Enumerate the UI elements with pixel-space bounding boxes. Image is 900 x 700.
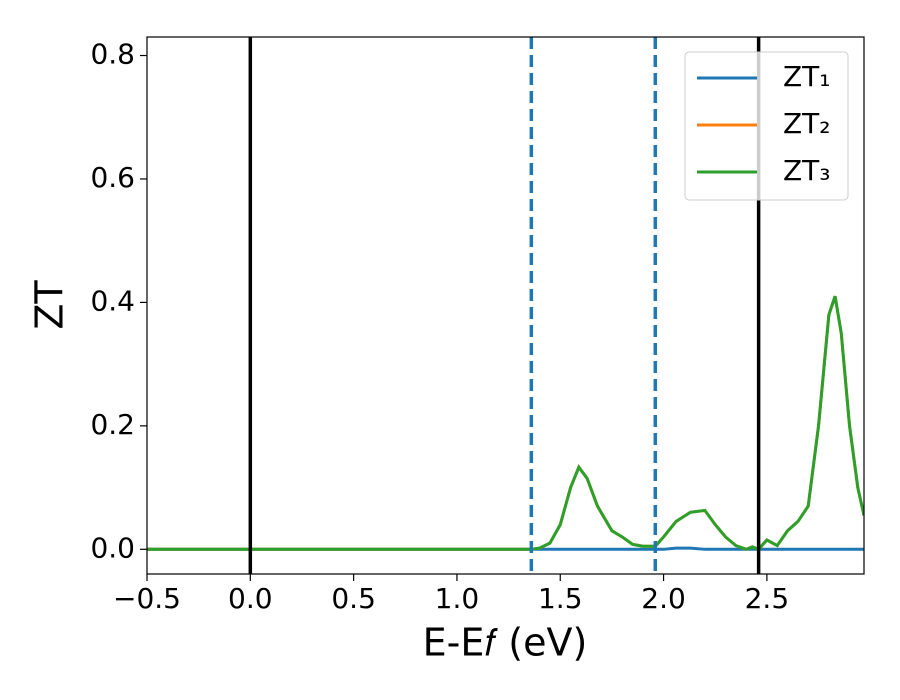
y-tick-label: 0.2 — [90, 408, 135, 441]
legend-label: ZT₂ — [783, 107, 831, 140]
legend-label: ZT₃ — [783, 154, 831, 187]
x-axis-label: E-E𝑓 (eV) — [423, 621, 588, 665]
y-tick-label: 0.0 — [90, 531, 135, 564]
x-tick-label: 1.0 — [435, 582, 480, 615]
x-tick-label: 2.0 — [641, 582, 686, 615]
legend-box — [684, 51, 849, 201]
line-series — [147, 295, 864, 552]
y-tick-label: 0.8 — [90, 38, 135, 71]
y-tick-label: 0.4 — [90, 284, 135, 317]
x-tick-label: 2.5 — [745, 582, 790, 615]
line-series — [147, 295, 864, 552]
y-axis-label: ZT — [28, 280, 72, 330]
x-tick-label: −0.5 — [113, 582, 181, 615]
plot-frame — [146, 36, 865, 575]
line-series — [147, 546, 864, 551]
x-tick-label: 0.0 — [228, 582, 273, 615]
legend-label: ZT₁ — [783, 60, 831, 93]
x-tick-label: 1.5 — [538, 582, 583, 615]
y-tick-label: 0.6 — [90, 161, 135, 194]
x-tick-label: 0.5 — [331, 582, 376, 615]
